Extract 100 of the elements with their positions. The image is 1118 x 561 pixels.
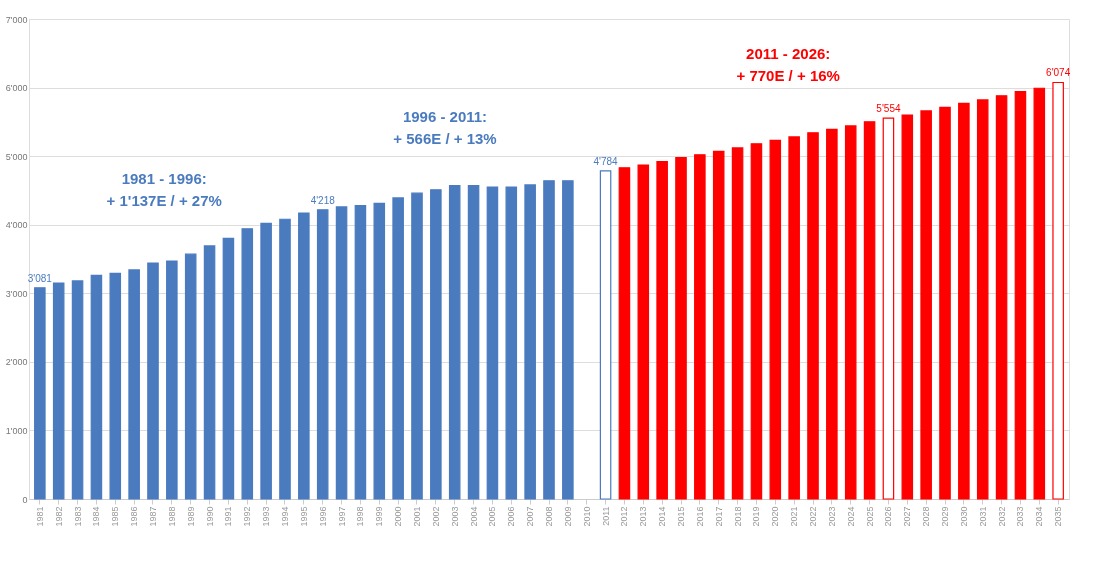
x-tick-label: 1981 xyxy=(34,506,45,527)
x-tick-label: 2022 xyxy=(808,506,819,527)
x-tick-label: 2012 xyxy=(619,506,630,527)
bar xyxy=(448,185,461,500)
bar xyxy=(1033,87,1046,500)
bar xyxy=(392,197,404,500)
x-tick-label: 2002 xyxy=(430,506,441,527)
x-tick-label: 1994 xyxy=(279,506,290,527)
bar xyxy=(34,287,46,500)
bar xyxy=(882,117,895,500)
annotation: 1981 - 1996: + 1'137E / + 27% xyxy=(106,170,222,209)
x-tick-label: 1991 xyxy=(223,506,234,527)
y-tick-label: 7'000 xyxy=(5,14,28,25)
bar xyxy=(505,186,518,500)
bar xyxy=(147,262,159,500)
bar xyxy=(618,167,631,500)
x-tick-label: 2034 xyxy=(1034,506,1045,527)
bar xyxy=(52,282,65,500)
data-label: 6'074 xyxy=(1046,67,1071,79)
x-tick-label: 2035 xyxy=(1053,506,1064,527)
x-tick-label: 1985 xyxy=(110,506,121,527)
bar xyxy=(430,189,442,500)
x-tick-label: 2018 xyxy=(732,506,743,527)
x-tick-label: 1995 xyxy=(298,506,309,527)
bar xyxy=(373,202,386,500)
bar xyxy=(335,206,348,500)
y-tick-label: 1'000 xyxy=(5,425,28,436)
bar xyxy=(976,99,989,500)
x-tick-label: 1982 xyxy=(53,506,64,527)
bar xyxy=(562,180,574,500)
bar xyxy=(731,147,744,500)
x-tick-label: 2001 xyxy=(412,506,422,527)
bar xyxy=(901,114,914,500)
bar xyxy=(750,143,763,500)
bar xyxy=(958,102,970,500)
bar xyxy=(279,218,291,500)
bar xyxy=(524,184,536,500)
bar xyxy=(599,170,612,500)
x-tick-label: 2027 xyxy=(902,506,913,527)
bar xyxy=(920,110,932,500)
x-tick-label: 1998 xyxy=(355,506,366,527)
x-tick-label: 2020 xyxy=(770,506,781,527)
bar xyxy=(694,154,706,500)
x-tick-label: 1993 xyxy=(261,506,272,527)
bar xyxy=(354,204,367,500)
bar xyxy=(675,156,687,500)
x-tick-label: 2019 xyxy=(751,506,762,527)
y-tick-label: 0 xyxy=(22,494,28,505)
x-tick-label: 2003 xyxy=(449,506,460,527)
x-tick-label: 1996 xyxy=(317,506,328,527)
x-tick-label: 2009 xyxy=(562,506,573,527)
bar xyxy=(184,253,197,500)
x-tick-label: 2013 xyxy=(638,506,649,527)
x-tick-label: 2023 xyxy=(826,506,837,527)
x-tick-label: 2021 xyxy=(789,506,800,527)
bar xyxy=(712,150,725,500)
x-tick-label: 2029 xyxy=(940,506,951,527)
bar xyxy=(844,125,857,500)
x-tick-label: 2007 xyxy=(525,506,536,527)
x-tick-label: 2016 xyxy=(694,506,705,527)
x-tick-label: 2028 xyxy=(921,506,932,527)
annotation: 1996 - 2011: + 566E / + 13% xyxy=(393,107,497,147)
x-tick-label: 1997 xyxy=(336,506,347,527)
bar xyxy=(90,274,103,500)
x-tick-label: 2030 xyxy=(958,506,969,527)
y-tick-label: 3'000 xyxy=(5,288,28,299)
x-tick-label: 2025 xyxy=(864,506,875,527)
bar xyxy=(1052,81,1064,500)
x-tick-label: 2033 xyxy=(1015,506,1026,527)
x-tick-label: 2024 xyxy=(845,506,856,527)
x-tick-label: 2011 xyxy=(600,506,611,526)
y-tick-label: 5'000 xyxy=(5,151,28,162)
y-tick-label: 6'000 xyxy=(5,83,28,94)
bar xyxy=(769,139,782,500)
x-tick-label: 1992 xyxy=(242,506,253,527)
bar xyxy=(1014,91,1027,500)
data-label: 3'081 xyxy=(27,272,53,284)
bar xyxy=(543,180,555,500)
bar xyxy=(203,245,216,500)
x-tick-label: 2010 xyxy=(581,506,592,527)
y-tick-label: 2'000 xyxy=(5,357,28,368)
data-label: 5'554 xyxy=(876,103,901,115)
bar xyxy=(109,272,122,500)
bar xyxy=(807,132,819,500)
x-tick-label: 1989 xyxy=(185,506,196,527)
x-tick-label: 2017 xyxy=(713,506,724,527)
data-label: 4'784 xyxy=(593,155,619,167)
x-tick-label: 2032 xyxy=(996,506,1007,527)
bar xyxy=(128,269,140,500)
bar xyxy=(298,212,310,500)
x-tick-label: 1999 xyxy=(374,506,385,527)
x-tick-label: 1983 xyxy=(72,506,83,527)
bar xyxy=(316,209,329,500)
x-tick-label: 2026 xyxy=(883,506,894,527)
bar xyxy=(411,192,423,500)
bar xyxy=(486,186,499,500)
x-tick-label: 2008 xyxy=(544,506,554,527)
x-tick-label: 1984 xyxy=(91,506,102,527)
bar xyxy=(467,185,480,500)
bar xyxy=(939,106,951,500)
